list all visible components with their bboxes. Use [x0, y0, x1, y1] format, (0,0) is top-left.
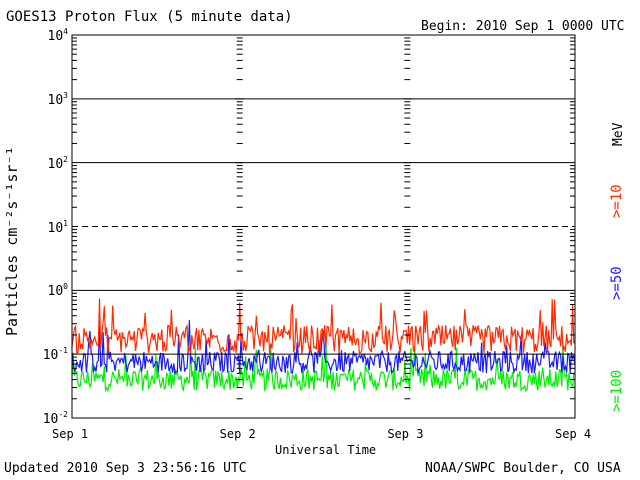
x-tick-label: Sep 4: [555, 427, 592, 441]
x-tick-label: Sep 2: [219, 427, 256, 441]
y-tick-label: 102: [47, 154, 68, 172]
begin-time: Begin: 2010 Sep 1 0000 UTC: [421, 19, 625, 34]
y-tick-label: 103: [47, 90, 68, 108]
legend-entry-50: >=50: [609, 266, 625, 300]
series-line: [71, 320, 576, 375]
x-tick-label: Sep 3: [387, 427, 424, 441]
data-traces: [71, 298, 576, 393]
chart-title: GOES13 Proton Flux (5 minute data): [6, 9, 293, 25]
y-tick-label: 10-1: [42, 346, 68, 364]
minor-ticks: [72, 37, 575, 400]
plot-frame: [71, 34, 576, 419]
y-tick-label: 104: [47, 27, 68, 44]
legend-unit: MeV: [611, 122, 626, 146]
x-tick-label: Sep 1: [52, 427, 89, 441]
y-tick-label: 100: [47, 282, 68, 300]
legend-entry-10: >=10: [609, 184, 625, 218]
y-tick-label: 10-2: [42, 410, 68, 427]
legend-entry-100: >=100: [609, 369, 625, 412]
y-tick-label: 101: [47, 218, 68, 236]
x-axis-label: Universal Time: [275, 443, 377, 457]
source-credit: NOAA/SWPC Boulder, CO USA: [425, 461, 621, 476]
y-axis-label: Particles cm⁻²s⁻¹sr⁻¹: [3, 146, 21, 336]
updated-time: Updated 2010 Sep 3 23:56:16 UTC: [4, 461, 247, 476]
series-line: [71, 298, 576, 354]
day-divider-ticks: [235, 37, 412, 419]
reference-lines: [72, 98, 575, 355]
